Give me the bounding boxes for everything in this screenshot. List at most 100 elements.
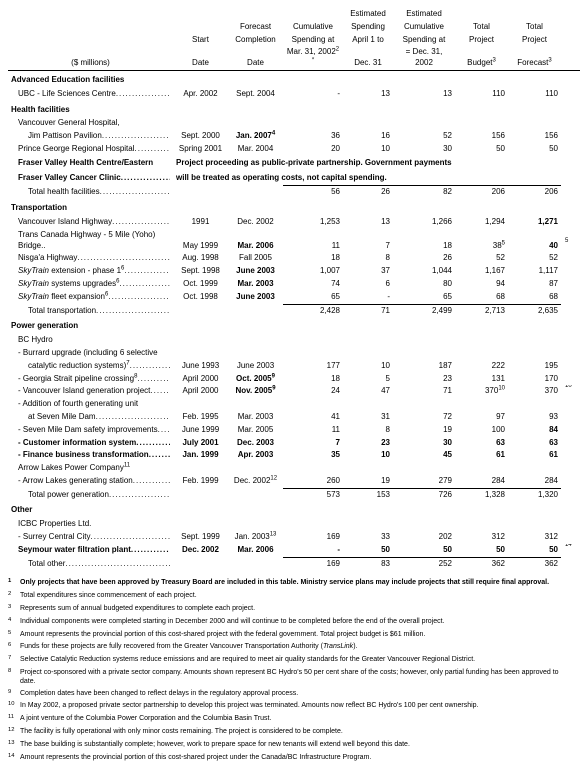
data-cell	[173, 117, 228, 130]
col-header: Mar. 31, 20022 *	[283, 46, 343, 70]
data-cell: 284	[508, 475, 561, 488]
footnote: 7Selective Catalytic Reduction systems r…	[8, 655, 572, 666]
data-cell	[393, 117, 455, 130]
footnote: 6Funds for these projects are fully reco…	[8, 642, 572, 653]
data-cell: 169	[283, 557, 343, 570]
data-cell: Mar. 2004	[228, 143, 283, 156]
data-cell: 80	[393, 278, 455, 291]
data-cell	[228, 398, 283, 411]
data-cell	[343, 398, 393, 411]
data-cell: 37010	[455, 385, 508, 398]
data-cell: 94	[455, 278, 508, 291]
data-cell: Mar. 2003	[228, 411, 283, 424]
data-cell: 5	[343, 373, 393, 386]
data-cell: 100	[455, 424, 508, 437]
footnote: 8Project co-sponsored with a private sec…	[8, 668, 572, 687]
data-cell: 33	[343, 531, 393, 544]
row-label: SkyTrain systems upgrades6	[8, 278, 173, 291]
data-cell: 131	[455, 373, 508, 386]
data-cell: 156	[508, 130, 561, 143]
data-cell: 50	[343, 544, 393, 557]
footnote: 11A joint venture of the Columbia Power …	[8, 714, 572, 725]
col-header: Estimated	[343, 8, 393, 21]
row-label: catalytic reduction systems)7	[8, 360, 173, 373]
data-cell: 170	[508, 373, 561, 386]
data-cell	[173, 398, 228, 411]
data-cell: Sept. 1999	[173, 531, 228, 544]
data-cell: 10	[343, 360, 393, 373]
data-cell	[393, 462, 455, 475]
data-cell: Oct. 1998	[173, 291, 228, 304]
row-label: BC Hydro	[8, 334, 173, 347]
data-cell: April 2000	[173, 373, 228, 386]
row-label: at Seven Mile Dam	[8, 411, 173, 424]
data-cell: Apr. 2003	[228, 449, 283, 462]
data-cell: 726	[393, 488, 455, 501]
col-header: = Dec. 31, 2002	[393, 46, 455, 70]
data-cell: 10	[343, 449, 393, 462]
data-cell: 7	[283, 437, 343, 450]
data-cell: Fall 2005	[228, 252, 283, 265]
data-cell	[173, 334, 228, 347]
data-cell: 1,117	[508, 265, 561, 278]
data-cell: Mar. 2005	[228, 424, 283, 437]
data-cell: 65	[393, 291, 455, 304]
data-cell: 68	[455, 291, 508, 304]
data-cell: 573	[283, 488, 343, 501]
data-cell: 61	[455, 449, 508, 462]
data-cell	[343, 117, 393, 130]
data-cell	[228, 334, 283, 347]
footnote: 5Amount represents the provincial portio…	[8, 630, 572, 641]
data-cell: 362	[455, 557, 508, 570]
data-cell: 93	[508, 411, 561, 424]
row-label: Nisga'a Highway	[8, 252, 173, 265]
col-header: Spending at	[283, 34, 343, 47]
projects-table: EstimatedEstimated ForecastCumulativeSpen…	[8, 8, 580, 570]
data-cell: -	[283, 544, 343, 557]
data-cell: 61	[508, 449, 561, 462]
header-unit	[8, 8, 173, 21]
data-cell	[393, 347, 455, 360]
col-header: Forecast	[228, 21, 283, 34]
row-label: Total transportation	[8, 304, 173, 317]
row-label: Fraser Valley Cancer Clinic	[8, 171, 173, 186]
data-cell	[343, 334, 393, 347]
row-label: Total power generation	[8, 488, 173, 501]
data-cell: 1,328	[455, 488, 508, 501]
data-cell: 1,320	[508, 488, 561, 501]
data-cell: 1,294	[455, 216, 508, 229]
col-header: Budget3	[455, 46, 508, 70]
row-label: - Addition of fourth generating unit	[8, 398, 173, 411]
data-cell: 65	[283, 291, 343, 304]
col-header: Cumulative	[283, 21, 343, 34]
col-header: Forecast3	[508, 46, 561, 70]
col-header	[283, 8, 343, 21]
footnote: 2Total expenditures since commencement o…	[8, 591, 572, 602]
footnote: 13The base building is substantially com…	[8, 740, 572, 751]
data-cell	[508, 117, 561, 130]
row-label: Vancouver General Hospital,	[8, 117, 173, 130]
data-cell: July 2001	[173, 437, 228, 450]
data-cell: 82	[393, 186, 455, 199]
footnote: 14Amount represents the provincial porti…	[8, 753, 572, 764]
data-cell	[508, 334, 561, 347]
data-cell: 7	[343, 229, 393, 253]
data-cell: 222	[455, 360, 508, 373]
data-cell: Mar. 2006	[228, 229, 283, 253]
data-cell: 18	[283, 252, 343, 265]
data-cell: 19	[343, 475, 393, 488]
col-header	[173, 21, 228, 34]
data-cell: 1991	[173, 216, 228, 229]
data-cell	[455, 398, 508, 411]
data-cell: 31	[343, 411, 393, 424]
row-label: Vancouver Island Highway	[8, 216, 173, 229]
data-cell: 1,167	[455, 265, 508, 278]
col-header: Estimated	[393, 8, 455, 21]
data-cell	[283, 518, 343, 531]
row-label: Total health facilities	[8, 186, 173, 199]
data-cell: 13	[343, 88, 393, 101]
data-cell: 63	[455, 437, 508, 450]
row-label: Arrow Lakes Power Company11	[8, 462, 173, 475]
data-cell: 97	[455, 411, 508, 424]
data-cell: 385	[455, 229, 508, 253]
